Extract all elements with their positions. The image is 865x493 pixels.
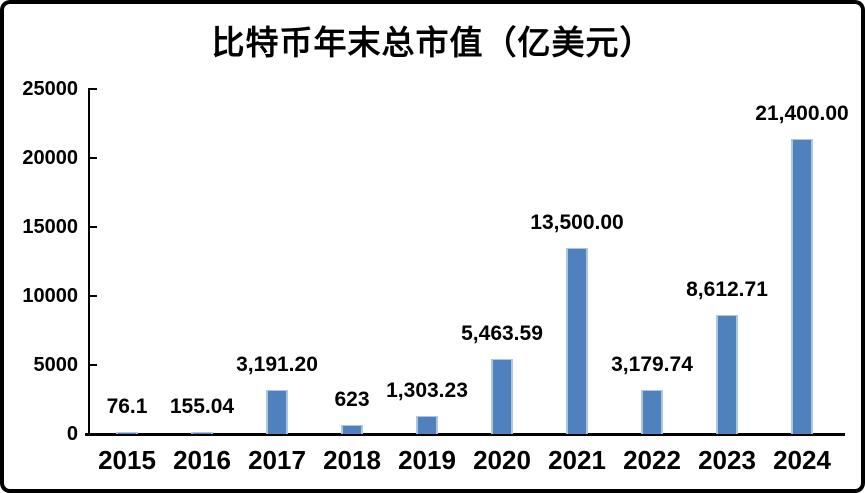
data-label-2017: 3,191.20 (236, 352, 318, 376)
bar-2020 (491, 358, 513, 434)
bar-2021 (566, 247, 588, 434)
y-tick-label: 10000 (22, 285, 78, 307)
data-label-2019: 1,303.23 (386, 379, 468, 402)
x-tick-label-2017: 2017 (248, 445, 306, 475)
y-tick-mark (89, 364, 97, 366)
data-label-2020: 5,463.59 (461, 321, 543, 345)
bar-2015 (116, 432, 138, 434)
y-tick-label: 5000 (33, 354, 79, 376)
data-label-2021: 13,500.00 (530, 210, 624, 234)
x-tick-label-2016: 2016 (173, 445, 231, 475)
x-tick-label-2024: 2024 (773, 445, 831, 475)
x-tick-label-2020: 2020 (473, 445, 531, 475)
x-tick-label-2022: 2022 (623, 445, 681, 475)
y-tick-label: 0 (66, 423, 78, 445)
y-tick-mark (89, 226, 97, 228)
data-label-2016: 155.04 (169, 394, 235, 418)
y-tick-label: 20000 (22, 147, 78, 169)
x-tick-label-2019: 2019 (398, 445, 456, 475)
x-axis-line (85, 433, 845, 436)
x-tick-label-2023: 2023 (698, 445, 756, 475)
y-tick-label: 15000 (22, 216, 78, 238)
x-tick-label-2021: 2021 (548, 445, 606, 475)
data-label-2022: 3,179.74 (611, 353, 693, 377)
y-tick-label: 25000 (22, 78, 78, 100)
bar-2019 (416, 416, 438, 434)
bar-2018 (341, 425, 363, 434)
bar-2023 (716, 315, 738, 434)
x-tick-label-2015: 2015 (98, 445, 156, 475)
bar-2022 (641, 390, 663, 434)
data-label-2015: 76.1 (106, 395, 148, 418)
data-label-2018: 623 (334, 388, 370, 412)
data-label-2023: 8,612.71 (686, 278, 768, 302)
bar-2024 (791, 138, 813, 434)
y-tick-mark (89, 88, 97, 90)
y-tick-mark (89, 295, 97, 297)
y-axis-line (88, 88, 90, 435)
x-tick-label-2018: 2018 (323, 445, 381, 475)
bar-2016 (191, 431, 213, 434)
y-tick-mark (89, 157, 97, 159)
chart-title: 比特币年末总市值（亿美元） (211, 23, 654, 62)
data-label-2024: 21,400.00 (755, 101, 849, 125)
bar-2017 (266, 389, 288, 434)
